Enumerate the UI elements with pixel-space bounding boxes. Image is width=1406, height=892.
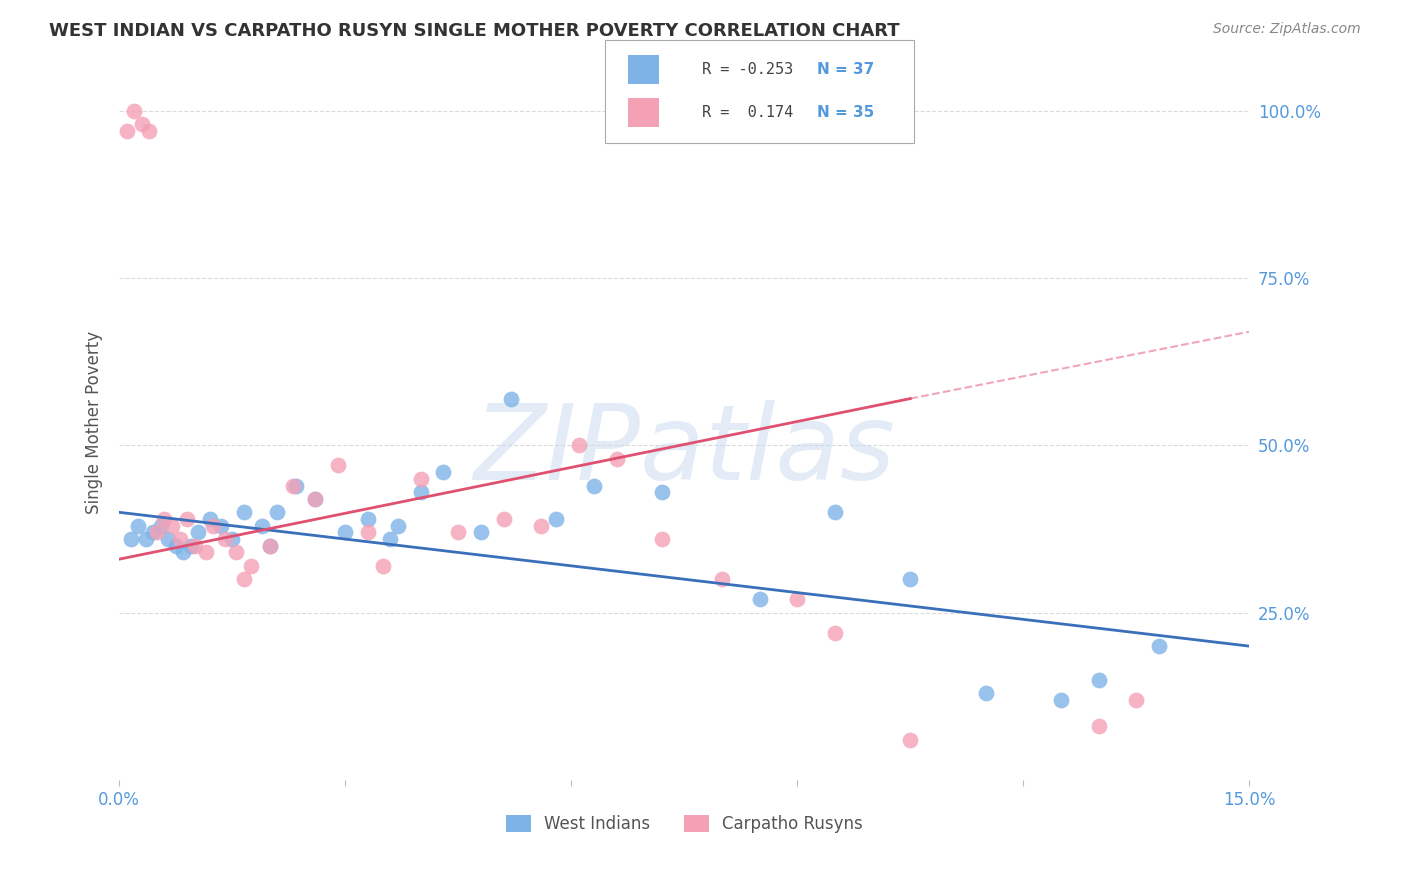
Point [748, 592, 770, 607]
Point [115, 124, 138, 138]
Point [221, 532, 243, 546]
Point [304, 491, 326, 506]
Point [252, 518, 274, 533]
Point [135, 532, 157, 546]
Point [492, 512, 515, 526]
Point [1125, 692, 1147, 706]
Point [898, 572, 921, 586]
Point [198, 512, 221, 526]
Text: Source: ZipAtlas.com: Source: ZipAtlas.com [1213, 22, 1361, 37]
Point [194, 545, 217, 559]
Point [127, 518, 149, 533]
Point [240, 558, 263, 573]
Point [187, 525, 209, 540]
Point [138, 124, 160, 138]
Text: ZIPatlas: ZIPatlas [474, 400, 896, 501]
Point [824, 625, 846, 640]
Point [530, 518, 553, 533]
Point [568, 438, 591, 452]
Point [285, 478, 308, 492]
Point [409, 485, 432, 500]
Text: WEST INDIAN VS CARPATHO RUSYN SINGLE MOTHER POVERTY CORRELATION CHART: WEST INDIAN VS CARPATHO RUSYN SINGLE MOT… [49, 22, 900, 40]
Point [380, 532, 402, 546]
Point [209, 518, 232, 533]
Point [202, 518, 225, 533]
Point [176, 512, 198, 526]
Point [146, 525, 169, 540]
Point [131, 117, 153, 131]
Point [371, 558, 394, 573]
Point [1087, 719, 1109, 733]
Point [259, 539, 281, 553]
Text: N = 37: N = 37 [817, 62, 875, 78]
Point [160, 518, 183, 533]
Point [432, 465, 454, 479]
Point [786, 592, 808, 607]
Point [172, 545, 194, 559]
Point [232, 505, 254, 519]
Point [824, 505, 846, 519]
Point [582, 478, 605, 492]
Point [546, 512, 568, 526]
Point [335, 525, 357, 540]
Point [214, 532, 236, 546]
Point [157, 532, 180, 546]
Point [711, 572, 734, 586]
Point [605, 451, 627, 466]
Point [974, 686, 997, 700]
Point [651, 532, 673, 546]
Point [357, 525, 380, 540]
Point [149, 518, 172, 533]
Point [153, 512, 176, 526]
Point [447, 525, 470, 540]
Point [409, 472, 432, 486]
Point [165, 539, 187, 553]
Point [499, 392, 522, 406]
Point [169, 532, 191, 546]
Point [651, 485, 673, 500]
Point [1050, 692, 1073, 706]
Point [470, 525, 492, 540]
Point [142, 525, 165, 540]
Point [180, 539, 202, 553]
Point [304, 491, 326, 506]
Text: R = -0.253: R = -0.253 [702, 62, 793, 78]
Point [898, 732, 921, 747]
Point [225, 545, 247, 559]
Point [326, 458, 349, 473]
Point [266, 505, 288, 519]
Y-axis label: Single Mother Poverty: Single Mother Poverty [86, 330, 103, 514]
Point [281, 478, 304, 492]
Point [357, 512, 380, 526]
Point [1087, 673, 1109, 687]
Point [1147, 639, 1170, 653]
Text: N = 35: N = 35 [817, 105, 875, 120]
Point [259, 539, 281, 553]
Point [120, 532, 142, 546]
Text: R =  0.174: R = 0.174 [702, 105, 793, 120]
Point [232, 572, 254, 586]
Point [183, 539, 205, 553]
Point [387, 518, 409, 533]
Point [124, 103, 146, 118]
Legend: West Indians, Carpatho Rusyns: West Indians, Carpatho Rusyns [499, 808, 869, 839]
